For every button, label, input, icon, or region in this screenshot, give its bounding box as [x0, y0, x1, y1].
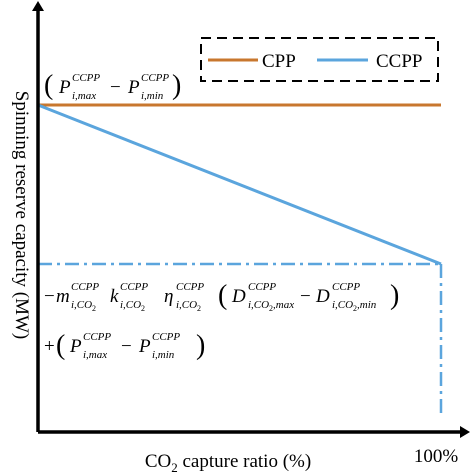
- paren-close: ): [196, 330, 205, 361]
- annotation-bottom-formula-line2: + ( P CCPP i,max − P CCPP i,min ): [44, 330, 205, 361]
- svg-text:,min: ,min: [357, 299, 377, 311]
- svg-text:CCPP: CCPP: [152, 331, 180, 343]
- svg-text:i,max: i,max: [83, 349, 107, 361]
- paren-close: ): [390, 280, 399, 311]
- svg-text:i,min: i,min: [141, 90, 164, 102]
- svg-text:2: 2: [353, 304, 357, 313]
- svg-text:−: −: [121, 336, 132, 357]
- svg-text:η: η: [164, 286, 173, 307]
- svg-text:P: P: [69, 336, 82, 357]
- svg-text:−: −: [44, 286, 55, 307]
- svg-text:CCPP: CCPP: [176, 281, 204, 293]
- svg-text:CCPP: CCPP: [120, 281, 148, 293]
- svg-text:m: m: [56, 286, 70, 307]
- svg-text:i,CO: i,CO: [71, 299, 92, 311]
- svg-text:D: D: [231, 286, 246, 307]
- svg-text:CCPP: CCPP: [248, 281, 276, 293]
- annotation-bottom-formula-line1: − m CCPP i,CO 2 k CCPP i,CO 2 η CCPP i,C…: [44, 280, 399, 313]
- svg-text:P: P: [58, 77, 71, 98]
- svg-text:,max: ,max: [273, 299, 294, 311]
- svg-text:CCPP: CCPP: [71, 281, 99, 293]
- svg-text:i,CO: i,CO: [176, 299, 197, 311]
- series-line-ccpp: [37, 103, 442, 266]
- svg-text:−: −: [300, 286, 311, 307]
- svg-text:i,CO: i,CO: [332, 299, 353, 311]
- svg-text:i,CO: i,CO: [248, 299, 269, 311]
- svg-text:CCPP: CCPP: [72, 72, 100, 84]
- svg-text:i,min: i,min: [152, 349, 175, 361]
- svg-text:CCPP: CCPP: [141, 72, 169, 84]
- svg-text:P: P: [138, 336, 151, 357]
- legend-label-ccpp: CCPP: [376, 51, 422, 72]
- svg-text:2: 2: [269, 304, 273, 313]
- svg-text:−: −: [110, 77, 121, 98]
- legend-label-cpp: CPP: [262, 51, 296, 72]
- paren-open: (: [218, 280, 227, 311]
- plot-area: [37, 103, 443, 416]
- x-axis-label: CO2 capture ratio (%): [145, 451, 311, 474]
- svg-text:i,CO: i,CO: [120, 299, 141, 311]
- svg-text:i,max: i,max: [72, 90, 96, 102]
- svg-text:+: +: [44, 336, 55, 357]
- paren-open: (: [56, 330, 65, 361]
- paren-open: (: [44, 70, 53, 101]
- svg-text:2: 2: [197, 304, 201, 313]
- svg-text:2: 2: [92, 304, 96, 313]
- y-axis-label: Spinning reserve capacity (MW): [11, 91, 32, 340]
- annotation-top-formula: ( P CCPP i,max − P CCPP i,min ): [44, 70, 181, 102]
- legend: CPP CCPP: [200, 37, 439, 82]
- svg-text:k: k: [110, 286, 119, 307]
- x-tick-label: 100%: [414, 446, 459, 467]
- svg-text:P: P: [127, 77, 140, 98]
- svg-text:CCPP: CCPP: [332, 281, 360, 293]
- svg-text:2: 2: [141, 304, 145, 313]
- paren-close: ): [172, 70, 181, 101]
- svg-text:CCPP: CCPP: [83, 331, 111, 343]
- svg-text:D: D: [315, 286, 330, 307]
